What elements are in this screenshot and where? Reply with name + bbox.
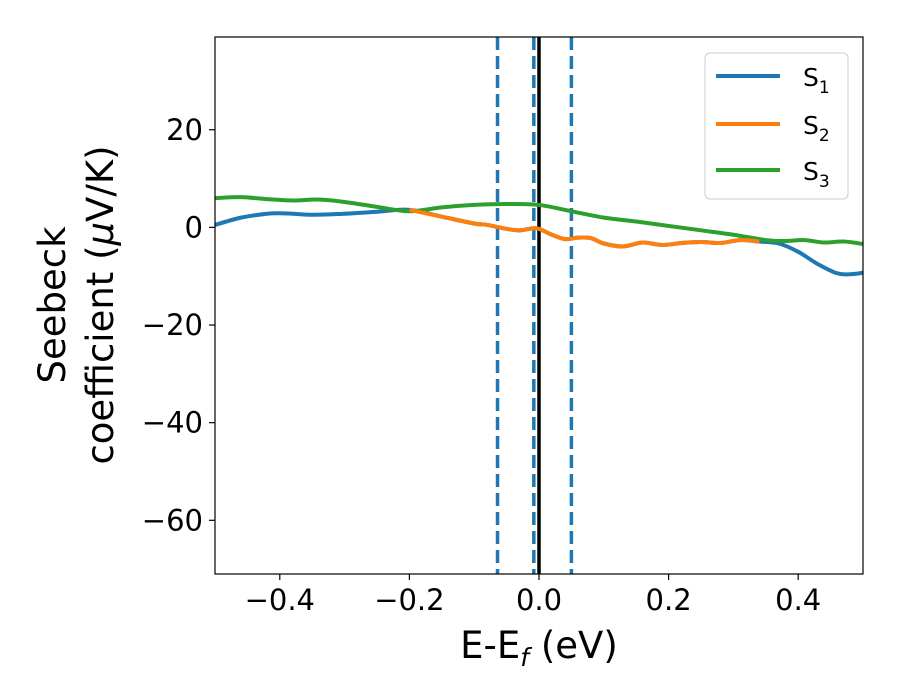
series-lines [215, 195, 863, 277]
x-tick-label: 0.0 [516, 583, 562, 617]
x-tick-label: −0.2 [374, 583, 444, 617]
y-axis: 20 0 −20 −40 −60 [142, 113, 215, 537]
y-tick-label: 0 [185, 210, 203, 244]
legend-label-s3: S3 [803, 157, 830, 192]
legend: S1 S2 S3 [704, 52, 849, 200]
series-line-s3 [215, 195, 863, 246]
legend-label-s1: S1 [803, 63, 830, 98]
x-tick-label: 0.2 [646, 583, 692, 617]
y-tick-label: 20 [166, 113, 203, 147]
x-tick-label: −0.4 [245, 583, 315, 617]
series-line-s2 [408, 207, 760, 249]
y-axis-title-line2: coefficient (μV/K) [79, 145, 122, 464]
x-tick-label: 0.4 [775, 583, 821, 617]
y-axis-title: Seebeck coefficient (μV/K) [31, 145, 122, 464]
y-tick-label: −20 [142, 308, 203, 342]
x-axis: −0.4 −0.2 0.0 0.2 0.4 [245, 574, 821, 617]
legend-label-s2: S2 [803, 111, 830, 146]
y-tick-label: −40 [142, 406, 203, 440]
y-tick-label: −60 [142, 503, 203, 537]
reference-lines [495, 37, 574, 574]
y-axis-title-line1: Seebeck [31, 226, 74, 384]
x-axis-title: E-Ef (eV) [460, 624, 618, 672]
